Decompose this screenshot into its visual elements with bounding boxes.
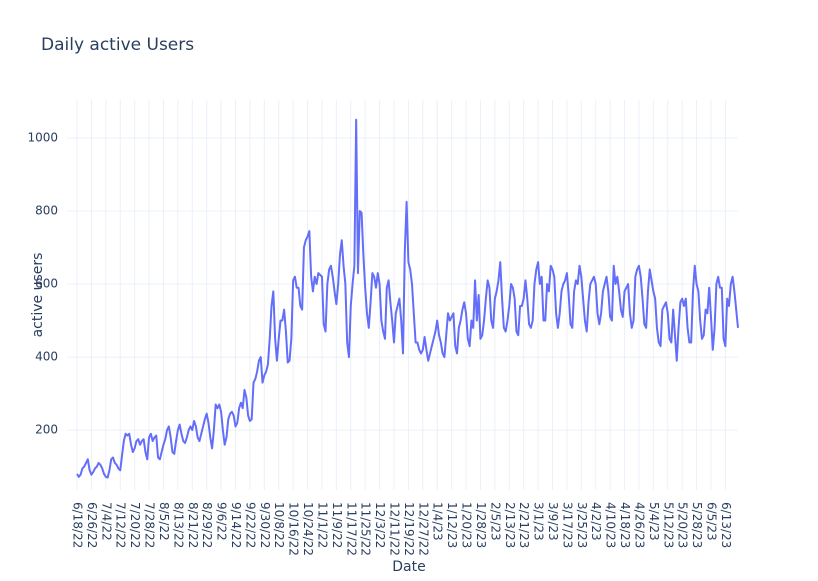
x-tick-label: 5/20/23 bbox=[676, 502, 690, 548]
y-tick-label: 400 bbox=[35, 350, 58, 364]
y-tick-label: 800 bbox=[35, 204, 58, 218]
x-tick-label: 9/30/22 bbox=[258, 502, 272, 548]
chart-title: Daily active Users bbox=[41, 35, 194, 55]
x-tick-label: 2/13/23 bbox=[503, 502, 517, 548]
x-tick-label: 3/25/23 bbox=[575, 502, 589, 548]
y-tick-label: 200 bbox=[35, 423, 58, 437]
x-tick-label: 8/29/22 bbox=[200, 502, 214, 548]
x-tick-label: 8/13/22 bbox=[171, 502, 185, 548]
x-tick-label: 9/22/22 bbox=[243, 502, 257, 548]
x-tick-label: 4/10/23 bbox=[604, 502, 618, 548]
x-tick-label: 11/1/22 bbox=[315, 502, 329, 548]
x-tick-label: 12/11/22 bbox=[387, 502, 401, 556]
x-tick-label: 7/28/22 bbox=[143, 502, 157, 548]
x-tick-label: 8/5/22 bbox=[157, 502, 171, 541]
x-tick-label: 1/12/23 bbox=[445, 502, 459, 548]
x-tick-label: 6/18/22 bbox=[71, 502, 85, 548]
x-tick-label: 5/4/23 bbox=[647, 502, 661, 541]
x-tick-label: 11/25/22 bbox=[359, 502, 373, 556]
x-tick-label: 12/3/22 bbox=[373, 502, 387, 548]
x-tick-label: 7/4/22 bbox=[99, 502, 113, 541]
x-tick-label: 5/28/23 bbox=[690, 502, 704, 548]
x-tick-label: 12/27/22 bbox=[416, 502, 430, 556]
x-tick-label: 11/9/22 bbox=[330, 502, 344, 548]
x-tick-label: 11/17/22 bbox=[344, 502, 358, 556]
x-tick-label: 1/28/23 bbox=[474, 502, 488, 548]
x-tick-label: 3/9/23 bbox=[546, 502, 560, 541]
x-tick-label: 12/19/22 bbox=[402, 502, 416, 556]
x-tick-label: 6/5/23 bbox=[704, 502, 718, 541]
x-tick-label: 10/8/22 bbox=[272, 502, 286, 548]
x-tick-label: 4/18/23 bbox=[618, 502, 632, 548]
x-tick-label: 10/16/22 bbox=[287, 502, 301, 556]
x-tick-label: 2/5/23 bbox=[488, 502, 502, 541]
x-tick-label: 7/20/22 bbox=[128, 502, 142, 548]
x-tick-label: 9/6/22 bbox=[215, 502, 229, 541]
x-tick-label: 5/12/23 bbox=[661, 502, 675, 548]
y-axis-title: active users bbox=[30, 253, 46, 338]
x-tick-label: 4/26/23 bbox=[632, 502, 646, 548]
x-tick-label: 3/1/23 bbox=[532, 502, 546, 541]
x-tick-label: 10/24/22 bbox=[301, 502, 315, 556]
x-tick-label: 6/13/23 bbox=[719, 502, 733, 548]
y-tick-label: 600 bbox=[35, 277, 58, 291]
x-tick-label: 6/26/22 bbox=[85, 502, 99, 548]
x-tick-label: 1/20/23 bbox=[460, 502, 474, 548]
x-tick-label: 1/4/23 bbox=[431, 502, 445, 541]
x-tick-label: 3/17/23 bbox=[560, 502, 574, 548]
x-tick-label: 8/21/22 bbox=[186, 502, 200, 548]
x-axis-title: Date bbox=[392, 559, 425, 575]
y-tick-label: 1000 bbox=[27, 130, 58, 144]
x-tick-label: 4/2/23 bbox=[589, 502, 603, 541]
x-tick-label: 7/12/22 bbox=[114, 502, 128, 548]
data-line bbox=[76, 118, 739, 479]
x-tick-label: 9/14/22 bbox=[229, 502, 243, 548]
x-tick-label: 2/21/23 bbox=[517, 502, 531, 548]
